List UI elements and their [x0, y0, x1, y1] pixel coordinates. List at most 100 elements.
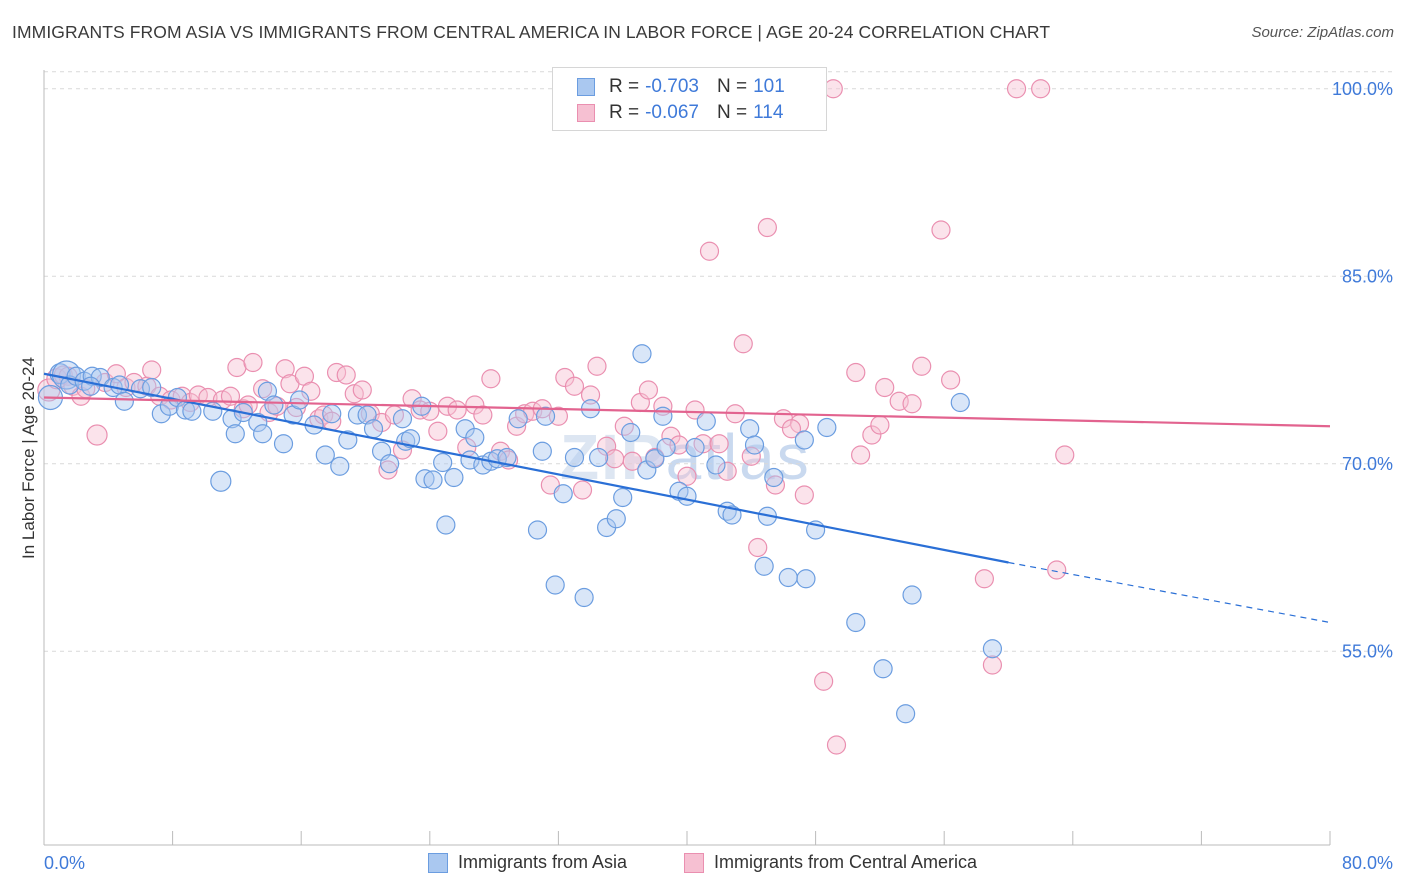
series-legend-asia[interactable]: Immigrants from Asia [428, 852, 627, 873]
y-tick-labels: 55.0% 70.0% 85.0% 100.0% [1332, 79, 1393, 662]
point-central-america [741, 446, 761, 466]
point-central-america [402, 389, 422, 409]
point-asia [289, 390, 310, 410]
point-central-america [699, 241, 720, 261]
point-central-america [378, 460, 398, 480]
point-central-america [447, 400, 467, 420]
point-asia [400, 429, 421, 449]
series-legend-label-asia: Immigrants from Asia [458, 852, 628, 872]
series-legend-swatch-asia [428, 852, 448, 873]
point-asia [248, 412, 268, 433]
point-asia [338, 430, 358, 450]
point-central-america [275, 359, 295, 379]
point-asia [656, 437, 676, 458]
point-central-america [941, 370, 961, 390]
point-asia [508, 409, 528, 429]
point-central-america [748, 537, 768, 558]
point-asia [696, 411, 716, 431]
legend-n-label: N = [716, 76, 748, 97]
x-axis-ticks [43, 831, 1331, 845]
point-asia [415, 469, 435, 489]
point-central-america [717, 461, 737, 481]
point-asia [264, 395, 284, 415]
point-asia [225, 424, 245, 444]
point-central-america [638, 380, 659, 400]
legend-swatch-asia [577, 78, 595, 96]
point-central-america [814, 671, 834, 691]
point-central-america [1031, 79, 1051, 99]
point-asia [380, 454, 400, 474]
point-central-america [1055, 445, 1075, 465]
point-central-america [352, 380, 372, 400]
point-asia [210, 470, 232, 492]
point-asia [677, 486, 697, 506]
point-asia [613, 487, 633, 508]
y-tick-label: 85.0% [1342, 266, 1393, 286]
point-asia [545, 575, 565, 595]
point-asia [896, 704, 916, 724]
point-asia [347, 405, 368, 425]
point-asia [606, 509, 626, 529]
point-central-america [605, 449, 625, 469]
point-central-america [875, 377, 895, 398]
point-asia [744, 435, 765, 455]
point-asia [740, 419, 760, 439]
series-legend: Immigrants from Asia Immigrants from Cen… [0, 852, 1406, 878]
point-asia [535, 406, 556, 426]
point-central-america [733, 334, 753, 354]
point-asia [322, 404, 342, 424]
point-asia [527, 520, 548, 540]
x-tick-label-max: 80.0% [1342, 853, 1393, 873]
point-central-america [757, 217, 777, 238]
point-central-america [473, 405, 493, 425]
point-central-america [1006, 79, 1027, 99]
point-asia [796, 569, 816, 589]
point-central-america [826, 735, 847, 755]
point-central-america [862, 425, 882, 445]
legend-r-label: R = [609, 76, 640, 97]
point-asia [114, 391, 134, 411]
point-asia [465, 427, 485, 448]
point-asia [81, 376, 101, 396]
point-central-america [765, 475, 786, 495]
y-tick-label: 55.0% [1342, 641, 1393, 661]
point-central-america [974, 569, 994, 589]
trend-line-asia [43, 372, 1009, 564]
point-central-america [931, 220, 951, 240]
point-asia [253, 424, 273, 444]
point-central-america [677, 466, 697, 486]
legend-r-value: -0.703 [645, 76, 699, 97]
point-central-america [564, 376, 585, 396]
point-asia [685, 437, 705, 458]
point-central-america [465, 395, 485, 415]
point-asia [982, 639, 1003, 659]
point-asia [778, 567, 798, 588]
point-central-america [428, 421, 448, 441]
point-central-america [142, 360, 162, 380]
point-asia [392, 409, 413, 429]
series-legend-swatch-central-america [684, 852, 704, 873]
legend-swatch-central-america [577, 104, 595, 122]
point-asia [433, 452, 453, 473]
series-asia-points [37, 344, 1003, 724]
point-asia [142, 377, 162, 398]
point-asia [794, 430, 814, 450]
point-asia [902, 585, 922, 605]
legend-n-value: 101 [753, 76, 785, 97]
point-asia [273, 434, 294, 454]
point-asia [82, 366, 102, 386]
series-legend-central-america[interactable]: Immigrants from Central America [684, 852, 977, 873]
point-asia [109, 375, 130, 395]
axes [43, 70, 1330, 846]
point-asia [574, 587, 594, 608]
point-asia [722, 505, 742, 525]
trend-lines [43, 372, 1331, 624]
point-central-america [870, 415, 890, 435]
point-asia [553, 484, 573, 504]
point-asia [846, 612, 866, 633]
point-central-america [481, 369, 501, 389]
point-asia [444, 467, 464, 488]
point-asia [423, 470, 443, 490]
point-asia [764, 467, 784, 488]
